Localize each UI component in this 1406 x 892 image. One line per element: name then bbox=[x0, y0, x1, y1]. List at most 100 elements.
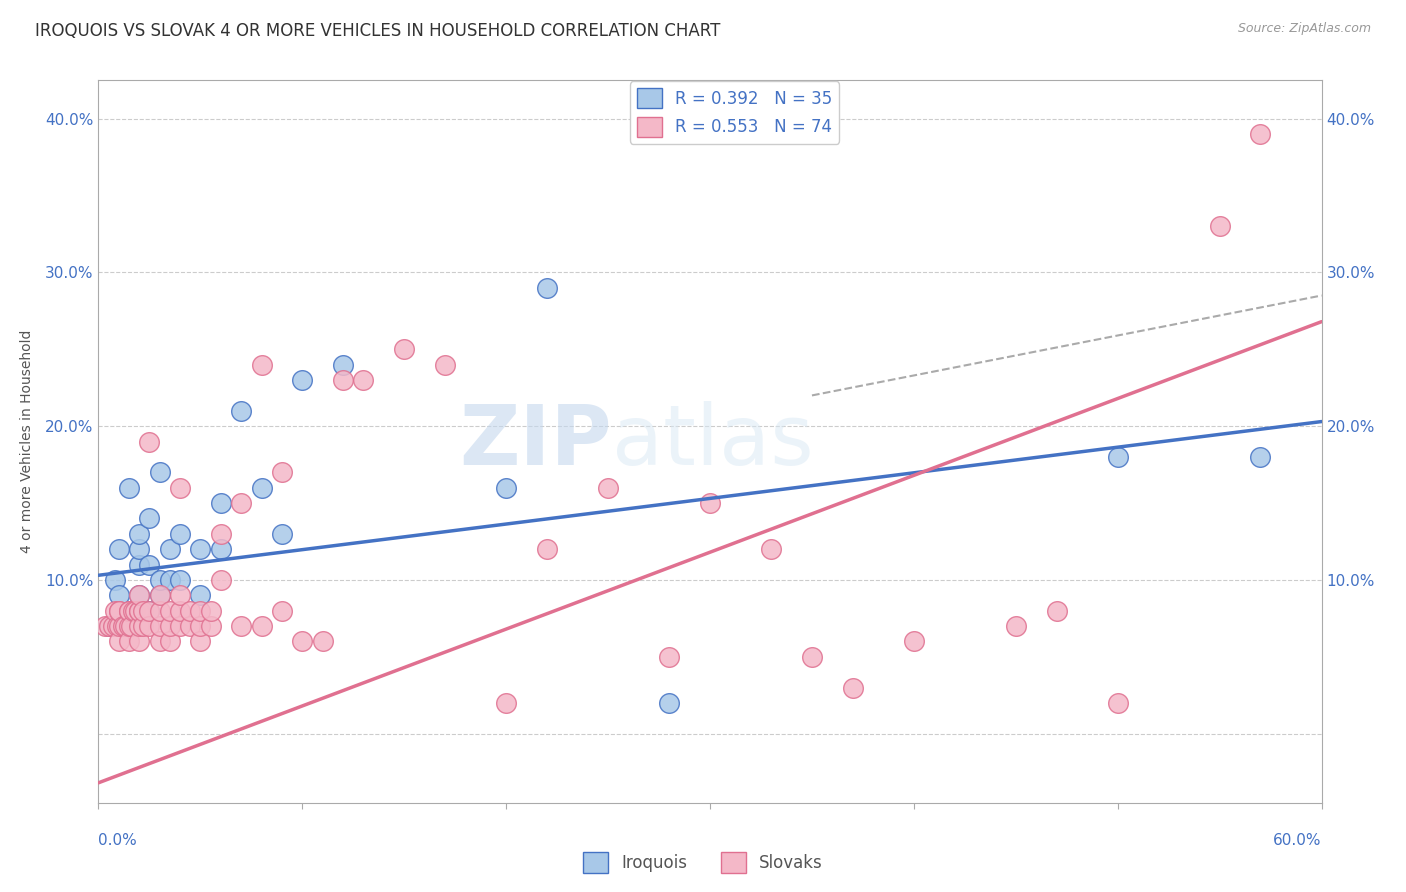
Point bbox=[149, 588, 172, 602]
Point bbox=[699, 496, 721, 510]
Point bbox=[188, 604, 212, 618]
Point bbox=[188, 619, 212, 633]
Text: 0.0%: 0.0% bbox=[98, 833, 138, 848]
Point bbox=[209, 526, 232, 541]
Point bbox=[200, 604, 222, 618]
Point bbox=[120, 619, 142, 633]
Point bbox=[179, 619, 201, 633]
Point bbox=[598, 481, 620, 495]
Point bbox=[108, 588, 131, 602]
Point bbox=[105, 619, 128, 633]
Point bbox=[118, 604, 141, 618]
Point bbox=[128, 558, 150, 572]
Text: IROQUOIS VS SLOVAK 4 OR MORE VEHICLES IN HOUSEHOLD CORRELATION CHART: IROQUOIS VS SLOVAK 4 OR MORE VEHICLES IN… bbox=[35, 22, 720, 40]
Point bbox=[536, 542, 558, 557]
Point bbox=[159, 542, 181, 557]
Point bbox=[841, 681, 863, 695]
Point bbox=[169, 619, 191, 633]
Point bbox=[188, 588, 212, 602]
Point bbox=[149, 604, 172, 618]
Point bbox=[1209, 219, 1232, 234]
Point bbox=[138, 619, 160, 633]
Point bbox=[118, 619, 141, 633]
Point bbox=[332, 373, 354, 387]
Point bbox=[149, 465, 172, 479]
Point bbox=[108, 542, 131, 557]
Point bbox=[658, 649, 681, 664]
Point bbox=[149, 619, 172, 633]
Point bbox=[200, 619, 222, 633]
Point bbox=[104, 573, 127, 587]
Point bbox=[159, 604, 181, 618]
Point bbox=[332, 358, 354, 372]
Point bbox=[270, 604, 294, 618]
Point bbox=[132, 619, 155, 633]
Point bbox=[104, 604, 127, 618]
Point bbox=[209, 542, 232, 557]
Point bbox=[128, 588, 150, 602]
Point bbox=[1107, 696, 1129, 710]
Point bbox=[138, 604, 160, 618]
Point bbox=[138, 434, 160, 449]
Point bbox=[392, 343, 416, 357]
Point bbox=[1045, 604, 1069, 618]
Point bbox=[1249, 450, 1271, 464]
Point bbox=[291, 373, 314, 387]
Point bbox=[128, 604, 150, 618]
Point bbox=[128, 604, 150, 618]
Point bbox=[93, 619, 115, 633]
Point bbox=[132, 604, 155, 618]
Legend: Iroquois, Slovaks: Iroquois, Slovaks bbox=[576, 846, 830, 880]
Point bbox=[231, 404, 253, 418]
Point bbox=[108, 604, 131, 618]
Point bbox=[97, 619, 120, 633]
Point bbox=[122, 604, 145, 618]
Point bbox=[801, 649, 824, 664]
Point bbox=[1004, 619, 1026, 633]
Point bbox=[352, 373, 374, 387]
Point bbox=[159, 573, 181, 587]
Point bbox=[169, 526, 191, 541]
Point bbox=[128, 634, 150, 648]
Y-axis label: 4 or more Vehicles in Household: 4 or more Vehicles in Household bbox=[20, 330, 34, 553]
Text: Source: ZipAtlas.com: Source: ZipAtlas.com bbox=[1237, 22, 1371, 36]
Point bbox=[231, 619, 253, 633]
Point bbox=[101, 619, 124, 633]
Point bbox=[108, 604, 131, 618]
Point bbox=[312, 634, 335, 648]
Point bbox=[159, 634, 181, 648]
Point bbox=[536, 281, 558, 295]
Point bbox=[118, 604, 141, 618]
Point bbox=[149, 634, 172, 648]
Point bbox=[149, 573, 172, 587]
Point bbox=[231, 496, 253, 510]
Point bbox=[434, 358, 457, 372]
Legend: R = 0.392   N = 35, R = 0.553   N = 74: R = 0.392 N = 35, R = 0.553 N = 74 bbox=[630, 81, 839, 144]
Point bbox=[118, 619, 141, 633]
Point bbox=[209, 496, 232, 510]
Point bbox=[124, 604, 146, 618]
Point bbox=[97, 619, 120, 633]
Point bbox=[108, 619, 131, 633]
Point bbox=[1249, 127, 1271, 141]
Point bbox=[291, 634, 314, 648]
Point bbox=[138, 604, 160, 618]
Point bbox=[179, 604, 201, 618]
Point bbox=[250, 358, 273, 372]
Point bbox=[118, 634, 141, 648]
Point bbox=[111, 619, 134, 633]
Point bbox=[169, 604, 191, 618]
Text: ZIP: ZIP bbox=[460, 401, 612, 482]
Point bbox=[188, 542, 212, 557]
Point bbox=[188, 634, 212, 648]
Point bbox=[495, 481, 517, 495]
Point bbox=[903, 634, 925, 648]
Point bbox=[761, 542, 783, 557]
Point bbox=[169, 588, 191, 602]
Point bbox=[270, 465, 294, 479]
Point bbox=[114, 619, 136, 633]
Point bbox=[108, 634, 131, 648]
Point bbox=[270, 526, 294, 541]
Point bbox=[169, 481, 191, 495]
Point bbox=[128, 604, 150, 618]
